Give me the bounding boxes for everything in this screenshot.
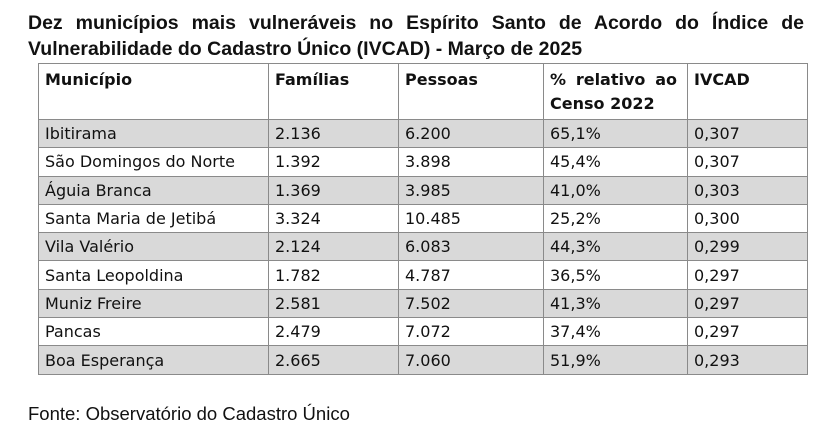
cell-percent-censo: 65,1% [543, 118, 688, 149]
cell-familias: 1.782 [268, 260, 399, 290]
cell-municipio: Santa Leopoldina [38, 260, 269, 290]
table-header-row: Município Famílias Pessoas % relativo ao… [38, 63, 808, 120]
cell-ivcad: 0,297 [687, 288, 808, 319]
cell-pessoas: 7.060 [398, 345, 544, 375]
table-row: Vila Valério 2.124 6.083 44,3% 0,299 [38, 232, 808, 262]
cell-municipio: Muniz Freire [38, 288, 269, 319]
cell-percent-censo: 37,4% [543, 317, 688, 347]
cell-familias: 2.136 [268, 118, 399, 149]
cell-percent-censo: 51,9% [543, 345, 688, 375]
table-row: Pancas 2.479 7.072 37,4% 0,297 [38, 317, 808, 347]
cell-pessoas: 3.898 [398, 147, 544, 177]
cell-municipio: Vila Valério [38, 232, 269, 262]
cell-pessoas: 7.072 [398, 317, 544, 347]
cell-percent-censo: 25,2% [543, 203, 688, 234]
table-row: Ibitirama 2.136 6.200 65,1% 0,307 [38, 118, 808, 149]
cell-percent-censo: 41,0% [543, 175, 688, 205]
cell-municipio: São Domingos do Norte [38, 147, 269, 177]
table-row: São Domingos do Norte 1.392 3.898 45,4% … [38, 147, 808, 177]
table-row: Santa Leopoldina 1.782 4.787 36,5% 0,297 [38, 260, 808, 290]
vulnerability-table: Município Famílias Pessoas % relativo ao… [38, 63, 808, 375]
header-ivcad: IVCAD [687, 63, 808, 120]
document-title: Dez municípios mais vulneráveis no Espír… [28, 12, 804, 60]
cell-municipio: Boa Esperança [38, 345, 269, 375]
cell-municipio: Santa Maria de Jetibá [38, 203, 269, 234]
cell-familias: 1.392 [268, 147, 399, 177]
header-pessoas: Pessoas [398, 63, 544, 120]
cell-percent-censo: 45,4% [543, 147, 688, 177]
cell-ivcad: 0,299 [687, 232, 808, 262]
table-row: Santa Maria de Jetibá 3.324 10.485 25,2%… [38, 203, 808, 234]
source-caption: Fonte: Observatório do Cadastro Único [28, 403, 350, 424]
table-row: Boa Esperança 2.665 7.060 51,9% 0,293 [38, 345, 808, 375]
header-familias: Famílias [268, 63, 399, 120]
cell-percent-censo: 36,5% [543, 260, 688, 290]
cell-pessoas: 6.083 [398, 232, 544, 262]
cell-pessoas: 10.485 [398, 203, 544, 234]
cell-municipio: Pancas [38, 317, 269, 347]
cell-ivcad: 0,303 [687, 175, 808, 205]
cell-familias: 2.479 [268, 317, 399, 347]
cell-municipio: Águia Branca [38, 175, 269, 205]
table-row: Águia Branca 1.369 3.985 41,0% 0,303 [38, 175, 808, 205]
cell-familias: 1.369 [268, 175, 399, 205]
cell-percent-censo: 44,3% [543, 232, 688, 262]
cell-percent-censo: 41,3% [543, 288, 688, 319]
cell-ivcad: 0,297 [687, 317, 808, 347]
cell-pessoas: 7.502 [398, 288, 544, 319]
header-municipio: Município [38, 63, 269, 120]
cell-familias: 2.665 [268, 345, 399, 375]
cell-familias: 3.324 [268, 203, 399, 234]
cell-ivcad: 0,293 [687, 345, 808, 375]
cell-municipio: Ibitirama [38, 118, 269, 149]
cell-ivcad: 0,307 [687, 118, 808, 149]
table-row: Muniz Freire 2.581 7.502 41,3% 0,297 [38, 288, 808, 319]
cell-pessoas: 4.787 [398, 260, 544, 290]
cell-familias: 2.124 [268, 232, 399, 262]
cell-pessoas: 6.200 [398, 118, 544, 149]
cell-ivcad: 0,307 [687, 147, 808, 177]
cell-pessoas: 3.985 [398, 175, 544, 205]
cell-familias: 2.581 [268, 288, 399, 319]
cell-ivcad: 0,300 [687, 203, 808, 234]
cell-ivcad: 0,297 [687, 260, 808, 290]
header-percent-censo: % relativo ao Censo 2022 [543, 63, 688, 120]
